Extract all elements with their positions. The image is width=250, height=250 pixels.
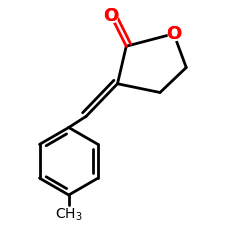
Text: O: O [166,25,182,43]
Text: O: O [104,7,119,25]
Text: O: O [166,25,182,43]
Text: CH$_3$: CH$_3$ [55,206,82,223]
Text: O: O [104,7,119,25]
